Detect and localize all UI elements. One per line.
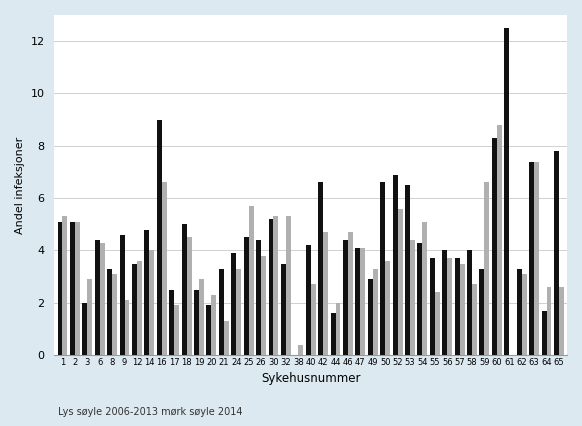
Bar — [484, 182, 489, 355]
Bar — [393, 175, 398, 355]
Bar — [480, 269, 484, 355]
Bar — [211, 295, 217, 355]
Bar — [529, 161, 534, 355]
Bar — [492, 138, 497, 355]
Bar — [132, 264, 137, 355]
Bar — [231, 253, 236, 355]
Bar — [236, 269, 241, 355]
Bar — [559, 287, 564, 355]
Bar — [417, 243, 423, 355]
Bar — [87, 279, 93, 355]
Bar — [95, 240, 100, 355]
Bar — [119, 235, 125, 355]
Bar — [286, 216, 291, 355]
Bar — [521, 274, 527, 355]
Bar — [356, 248, 360, 355]
Bar — [447, 258, 452, 355]
Bar — [137, 261, 142, 355]
Bar — [472, 285, 477, 355]
Bar — [542, 311, 546, 355]
Y-axis label: Andel infeksjoner: Andel infeksjoner — [15, 136, 25, 234]
Bar — [423, 222, 427, 355]
Bar — [336, 303, 340, 355]
Bar — [207, 305, 211, 355]
Bar — [497, 125, 502, 355]
Bar — [380, 182, 385, 355]
Bar — [199, 279, 204, 355]
Bar — [268, 219, 274, 355]
Bar — [360, 248, 365, 355]
Bar — [150, 250, 154, 355]
Bar — [187, 237, 191, 355]
Bar — [182, 225, 187, 355]
Bar — [505, 28, 509, 355]
Bar — [442, 250, 447, 355]
Bar — [435, 292, 440, 355]
Bar — [274, 216, 278, 355]
X-axis label: Sykehusnummer: Sykehusnummer — [261, 372, 360, 386]
Bar — [318, 182, 323, 355]
Bar — [281, 264, 286, 355]
Bar — [75, 222, 80, 355]
Bar — [467, 250, 472, 355]
Bar — [460, 264, 464, 355]
Bar — [62, 216, 68, 355]
Bar — [144, 230, 150, 355]
Bar — [244, 237, 249, 355]
Bar — [174, 305, 179, 355]
Bar — [261, 256, 266, 355]
Bar — [194, 290, 199, 355]
Bar — [517, 269, 521, 355]
Bar — [82, 303, 87, 355]
Bar — [70, 222, 75, 355]
Bar — [323, 232, 328, 355]
Bar — [546, 287, 552, 355]
Bar — [249, 206, 254, 355]
Bar — [107, 269, 112, 355]
Bar — [554, 151, 559, 355]
Bar — [372, 269, 378, 355]
Text: Lys søyle 2006-2013 mørk søyle 2014: Lys søyle 2006-2013 mørk søyle 2014 — [58, 408, 243, 417]
Bar — [430, 258, 435, 355]
Bar — [299, 345, 303, 355]
Bar — [100, 243, 105, 355]
Bar — [455, 258, 460, 355]
Bar — [224, 321, 229, 355]
Bar — [157, 120, 162, 355]
Bar — [169, 290, 174, 355]
Bar — [58, 222, 62, 355]
Bar — [256, 240, 261, 355]
Bar — [306, 245, 311, 355]
Bar — [534, 161, 539, 355]
Bar — [368, 279, 372, 355]
Bar — [311, 285, 315, 355]
Bar — [331, 313, 336, 355]
Bar — [410, 240, 415, 355]
Bar — [112, 274, 117, 355]
Bar — [398, 209, 403, 355]
Bar — [125, 300, 129, 355]
Bar — [405, 185, 410, 355]
Bar — [385, 261, 390, 355]
Bar — [219, 269, 224, 355]
Bar — [348, 232, 353, 355]
Bar — [343, 240, 348, 355]
Bar — [162, 182, 166, 355]
